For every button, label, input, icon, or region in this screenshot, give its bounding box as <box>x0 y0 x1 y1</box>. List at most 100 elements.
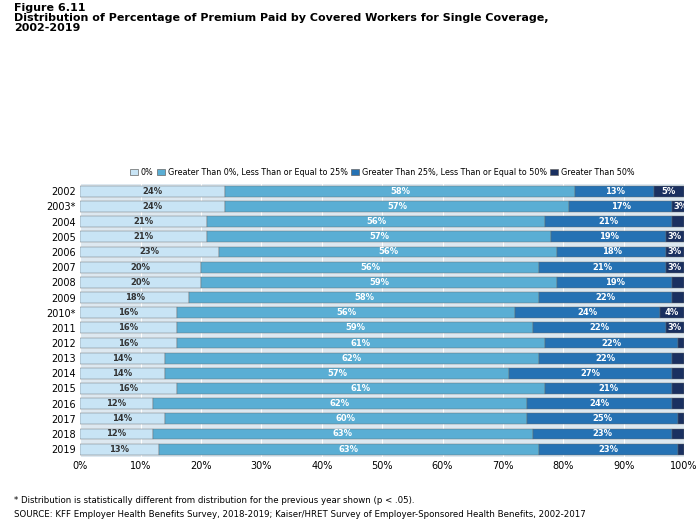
Bar <box>545 216 672 227</box>
Bar <box>545 338 678 349</box>
Text: 21%: 21% <box>598 217 618 226</box>
Bar <box>153 398 527 409</box>
Text: 56%: 56% <box>360 262 380 271</box>
Text: 58%: 58% <box>390 187 410 196</box>
Bar <box>666 247 684 257</box>
Bar <box>80 338 177 349</box>
Bar <box>158 444 539 455</box>
Text: 23%: 23% <box>599 445 618 454</box>
Text: 22%: 22% <box>602 339 622 348</box>
Bar <box>654 186 684 197</box>
Bar <box>672 368 684 379</box>
Text: 57%: 57% <box>387 202 407 211</box>
Text: 63%: 63% <box>333 429 353 438</box>
Bar <box>672 216 684 227</box>
Bar <box>80 232 207 243</box>
Bar <box>557 277 672 288</box>
Bar <box>177 322 533 333</box>
Bar <box>551 232 666 243</box>
Text: 17%: 17% <box>611 202 631 211</box>
Bar <box>672 428 684 439</box>
Bar <box>672 383 684 394</box>
Bar <box>80 277 201 288</box>
Text: 14%: 14% <box>112 354 133 363</box>
Bar <box>219 247 557 257</box>
Text: 24%: 24% <box>577 308 597 317</box>
Text: 18%: 18% <box>602 247 622 257</box>
Bar <box>533 322 666 333</box>
Bar <box>678 444 684 455</box>
Bar <box>557 247 666 257</box>
Bar <box>165 368 509 379</box>
Bar <box>80 368 165 379</box>
Text: 3%: 3% <box>668 247 682 257</box>
Text: Figure 6.11: Figure 6.11 <box>14 3 85 13</box>
Text: 3%: 3% <box>674 202 688 211</box>
Bar <box>80 186 225 197</box>
Bar <box>539 292 672 303</box>
Bar <box>678 413 684 424</box>
Text: 63%: 63% <box>339 445 359 454</box>
Text: 20%: 20% <box>131 278 151 287</box>
Bar <box>80 428 153 439</box>
Bar <box>570 201 672 212</box>
Text: 14%: 14% <box>112 414 133 423</box>
Text: 12%: 12% <box>106 429 126 438</box>
Bar <box>80 292 189 303</box>
Text: 13%: 13% <box>110 445 130 454</box>
Bar <box>207 216 545 227</box>
Bar <box>533 428 672 439</box>
Bar <box>80 413 165 424</box>
Bar <box>80 216 207 227</box>
Text: * Distribution is statistically different from distribution for the previous yea: * Distribution is statistically differen… <box>14 496 415 505</box>
Bar <box>575 186 654 197</box>
Text: 24%: 24% <box>142 187 163 196</box>
Text: 62%: 62% <box>330 399 350 408</box>
Bar <box>539 444 678 455</box>
Bar <box>545 383 672 394</box>
Bar <box>672 398 684 409</box>
Text: 27%: 27% <box>581 369 600 378</box>
Bar <box>660 307 684 318</box>
Text: 59%: 59% <box>369 278 389 287</box>
Text: 19%: 19% <box>599 233 618 242</box>
Text: 60%: 60% <box>336 414 356 423</box>
Text: 19%: 19% <box>604 278 625 287</box>
Text: 25%: 25% <box>593 414 613 423</box>
Text: 22%: 22% <box>595 354 616 363</box>
Bar <box>80 247 219 257</box>
Bar <box>527 398 672 409</box>
Bar <box>165 353 539 364</box>
Bar <box>80 201 225 212</box>
Text: 3%: 3% <box>668 262 682 271</box>
Text: 21%: 21% <box>593 262 613 271</box>
Text: 21%: 21% <box>133 233 154 242</box>
Text: 62%: 62% <box>342 354 362 363</box>
Bar <box>666 322 684 333</box>
Bar <box>225 186 575 197</box>
Bar <box>672 201 690 212</box>
Bar <box>177 307 515 318</box>
Text: 18%: 18% <box>125 293 144 302</box>
Bar <box>80 322 177 333</box>
Text: 57%: 57% <box>327 369 347 378</box>
Text: 61%: 61% <box>351 384 371 393</box>
Legend: 0%, Greater Than 0%, Less Than or Equal to 25%, Greater Than 25%, Less Than or E: 0%, Greater Than 0%, Less Than or Equal … <box>130 168 634 177</box>
Text: 58%: 58% <box>354 293 374 302</box>
Text: 59%: 59% <box>345 323 365 332</box>
Text: Distribution of Percentage of Premium Paid by Covered Workers for Single Coverag: Distribution of Percentage of Premium Pa… <box>14 13 549 23</box>
Bar <box>678 338 684 349</box>
Text: 20%: 20% <box>131 262 151 271</box>
Text: 4%: 4% <box>664 308 679 317</box>
Bar <box>509 368 672 379</box>
Text: 12%: 12% <box>106 399 126 408</box>
Text: 56%: 56% <box>366 217 386 226</box>
Bar <box>527 413 678 424</box>
Bar <box>80 261 201 272</box>
Bar <box>515 307 660 318</box>
Bar <box>80 353 165 364</box>
Bar <box>666 261 684 272</box>
Text: 13%: 13% <box>604 187 625 196</box>
Text: 56%: 56% <box>336 308 356 317</box>
Bar <box>201 261 539 272</box>
